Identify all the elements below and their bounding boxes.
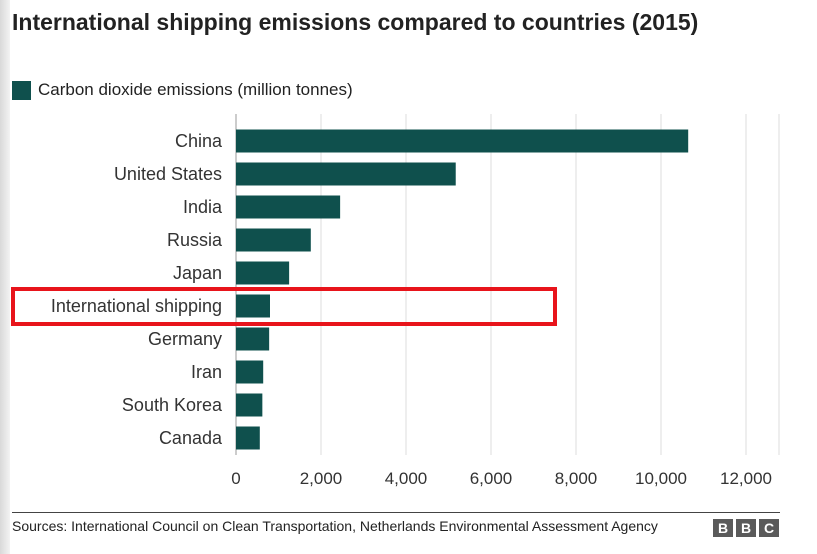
x-tick-label: 2,000 [300, 469, 343, 488]
category-label: Russia [167, 230, 223, 250]
category-label: Iran [191, 362, 222, 382]
category-label: Germany [148, 329, 222, 349]
left-edge-shadow [0, 0, 10, 554]
bbc-logo-block: B [713, 519, 733, 537]
category-label: United States [114, 164, 222, 184]
bar [236, 393, 263, 417]
x-tick-label: 8,000 [555, 469, 598, 488]
x-tick-label: 12,000 [720, 469, 772, 488]
source-note: Sources: International Council on Clean … [12, 518, 658, 534]
bbc-logo-block: C [759, 519, 779, 537]
x-tick-label: 6,000 [470, 469, 513, 488]
bar [236, 129, 689, 153]
bar [236, 327, 270, 351]
footer-rule [12, 512, 780, 513]
legend-swatch [12, 80, 31, 100]
bar [236, 195, 341, 219]
bar [236, 261, 290, 285]
legend: Carbon dioxide emissions (million tonnes… [12, 79, 353, 101]
bbc-logo-block: B [736, 519, 756, 537]
legend-label: Carbon dioxide emissions (million tonnes… [38, 80, 353, 99]
highlight-box [11, 287, 557, 326]
bar [236, 228, 311, 252]
bbc-logo: B B C [713, 519, 779, 537]
category-label: Japan [173, 263, 222, 283]
category-label: South Korea [122, 395, 223, 415]
category-label: China [175, 131, 223, 151]
bar [236, 360, 264, 384]
x-tick-label: 0 [231, 469, 240, 488]
x-tick-label: 10,000 [635, 469, 687, 488]
chart-title: International shipping emissions compare… [12, 9, 699, 35]
category-label: Canada [159, 428, 223, 448]
bar [236, 426, 260, 450]
category-label: India [183, 197, 223, 217]
bar [236, 162, 456, 186]
category-label: International shipping [51, 296, 222, 316]
x-tick-label: 4,000 [385, 469, 428, 488]
bar [236, 294, 270, 318]
